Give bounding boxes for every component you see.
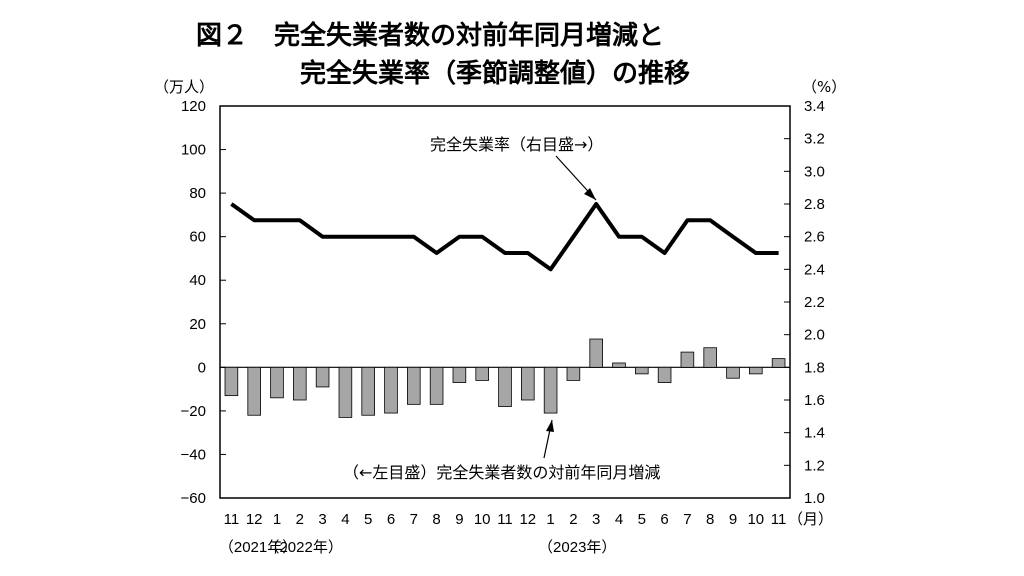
rate-line — [230, 202, 779, 272]
chart-title-line1: 図２ 完全失業者数の対前年同月増減と — [196, 20, 664, 51]
x-tick-label: 6 — [387, 511, 395, 528]
right-tick-label: 2.6 — [804, 229, 825, 246]
month-unit: （月） — [788, 511, 833, 528]
x-tick-label: 8 — [432, 511, 440, 528]
x-axis: 11 12 1 2 3 4 5 6 7 8 9 10 11 12 1 2 3 4 5 6 7 8 9 10 11 — [224, 511, 787, 528]
left-tick-label: 20 — [189, 316, 206, 333]
x-tick-label: 2 — [296, 511, 304, 528]
bar — [270, 366, 284, 399]
x-tick-label: 2 — [569, 511, 577, 528]
right-tick-label: 2.8 — [804, 196, 825, 213]
bar — [543, 366, 558, 414]
bar — [293, 366, 307, 401]
right-tick-label: 2.0 — [804, 327, 825, 344]
chart-title-line2: 完全失業率（季節調整値）の推移 — [300, 58, 690, 89]
right-axis: 3.4 3.2 3.0 2.8 2.6 2.4 2.2 2.0 1.8 1.6 1.4 1.2 1.0 — [784, 98, 825, 507]
x-tick-label: 9 — [455, 511, 463, 528]
x-tick-label: 1 — [273, 511, 281, 528]
right-tick-label: 1.8 — [804, 359, 825, 376]
bar — [749, 366, 763, 375]
right-tick-label: 3.4 — [804, 98, 825, 115]
bar — [657, 366, 672, 383]
left-tick-label: 0 — [198, 359, 206, 376]
plot-frame — [219, 105, 791, 499]
x-tick-label: 12 — [519, 511, 536, 528]
x-tick-label: 4 — [341, 511, 349, 528]
year-label: （2022年） — [264, 539, 342, 556]
bar — [703, 347, 717, 368]
right-tick-label: 2.4 — [804, 261, 825, 278]
x-tick-label: 9 — [729, 511, 737, 528]
bar — [521, 366, 535, 401]
right-axis-unit: （%） — [802, 78, 846, 96]
line-annotation-arrowhead — [584, 188, 596, 200]
x-tick-label: 10 — [747, 511, 764, 528]
left-axis-unit: （万人） — [154, 78, 214, 96]
year-label: （2021年） — [219, 539, 297, 556]
bar — [498, 366, 512, 407]
bar — [315, 366, 330, 388]
bar — [247, 366, 261, 416]
left-tick-label: 120 — [181, 98, 206, 115]
x-tick-label: 7 — [410, 511, 418, 528]
right-tick-label: 1.2 — [804, 457, 825, 474]
bar — [612, 362, 626, 368]
right-tick-label: 1.6 — [804, 392, 825, 409]
x-tick-label: 5 — [364, 511, 372, 528]
left-tick-label: 100 — [181, 142, 206, 159]
bar — [407, 366, 421, 405]
bar-series-annotation: （←左目盛）完全失業者数の対前年同月増減 — [343, 463, 660, 482]
bar — [589, 338, 603, 368]
left-tick-label: −40 — [181, 446, 206, 463]
x-tick-label: 8 — [706, 511, 714, 528]
x-tick-label: 1 — [546, 511, 554, 528]
x-tick-label: 6 — [660, 511, 668, 528]
x-tick-label: 12 — [246, 511, 263, 528]
year-labels: （2021年）（2022年） （2023年） — [219, 539, 617, 556]
year-label: （2023年） — [538, 539, 616, 556]
x-tick-label: 3 — [318, 511, 326, 528]
left-tick-label: 40 — [189, 272, 206, 289]
bar — [429, 366, 444, 405]
bar — [635, 366, 649, 375]
bar — [338, 366, 353, 418]
bar — [726, 366, 740, 379]
bar — [384, 366, 398, 414]
left-tick-label: −20 — [181, 403, 206, 420]
x-tick-label: 3 — [592, 511, 600, 528]
bar-series — [224, 338, 786, 418]
left-tick-label: −60 — [181, 490, 206, 507]
left-tick-label: 60 — [189, 229, 206, 246]
right-tick-label: 2.2 — [804, 294, 825, 311]
line-series-annotation: 完全失業率（右目盛→） — [430, 135, 603, 154]
right-tick-label: 1.0 — [804, 490, 825, 507]
bar — [361, 366, 375, 416]
bar — [475, 366, 489, 381]
bar — [566, 366, 581, 381]
right-tick-label: 3.2 — [804, 131, 825, 148]
left-tick-label: 80 — [189, 185, 206, 202]
x-tick-label: 11 — [771, 511, 787, 528]
bar — [680, 351, 695, 368]
right-tick-label: 1.4 — [804, 425, 825, 442]
x-tick-label: 7 — [683, 511, 691, 528]
x-tick-label: 11 — [497, 511, 513, 528]
right-tick-label: 3.0 — [804, 163, 825, 180]
x-tick-label: 11 — [224, 511, 240, 528]
bar-annotation-arrowhead — [546, 420, 554, 432]
bar — [452, 366, 467, 383]
bar — [224, 366, 239, 397]
left-axis: 120 100 80 60 40 20 0 −20 −40 −60 — [181, 98, 226, 507]
x-tick-label: 10 — [474, 511, 491, 528]
x-tick-label: 4 — [615, 511, 623, 528]
x-tick-label: 5 — [638, 511, 646, 528]
bar — [771, 358, 786, 368]
